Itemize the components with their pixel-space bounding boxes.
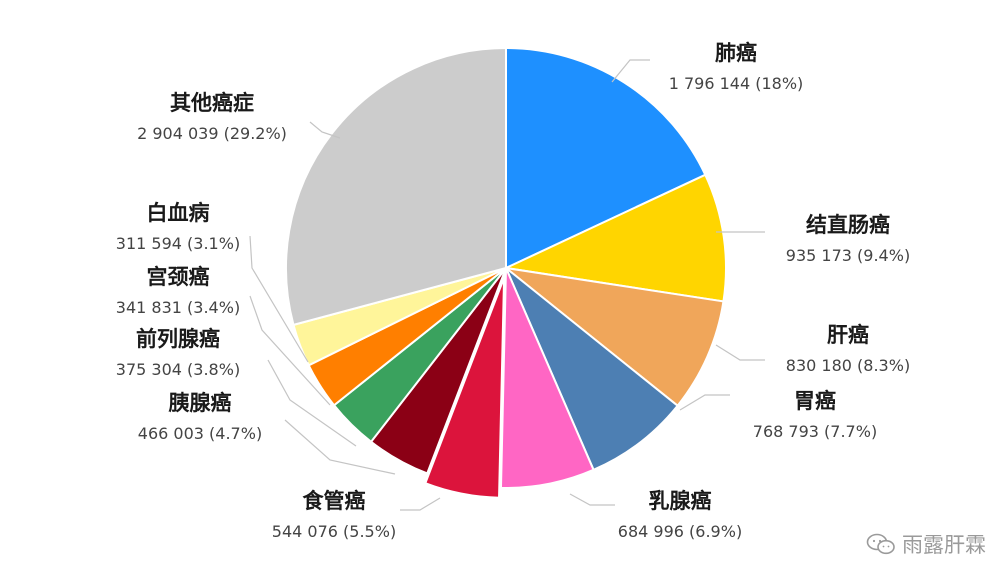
leader-line bbox=[309, 121, 341, 139]
leader-line bbox=[715, 344, 765, 361]
slice-category-label: 胃癌 bbox=[794, 389, 836, 413]
leader-line bbox=[249, 295, 331, 406]
slice-value-label: 935 173 (9.4%) bbox=[786, 246, 910, 265]
wechat-icon bbox=[866, 533, 895, 555]
leader-lines bbox=[249, 59, 765, 511]
pie-slice bbox=[499, 267, 595, 489]
slice-labels: 肺癌 1 796 144 (18%) 结直肠癌 935 173 (9.4%) 肝癌 830… bbox=[116, 41, 910, 541]
slice-value-label: 1 796 144 (18%) bbox=[669, 74, 804, 93]
slice-category-label: 结直肠癌 bbox=[806, 213, 890, 237]
leader-line bbox=[249, 235, 309, 363]
watermark-text: 雨露肝霖 bbox=[902, 533, 986, 557]
leader-line bbox=[267, 359, 357, 447]
slice-value-label: 341 831 (3.4%) bbox=[116, 298, 240, 317]
slice-value-label: 466 003 (4.7%) bbox=[138, 424, 262, 443]
slice-category-label: 其他癌症 bbox=[170, 91, 254, 115]
slice-value-label: 375 304 (3.8%) bbox=[116, 360, 240, 379]
watermark: 雨露肝霖 bbox=[866, 529, 986, 559]
leader-line bbox=[679, 394, 730, 411]
slice-category-label: 肺癌 bbox=[715, 41, 757, 65]
pie-slice bbox=[505, 267, 679, 472]
pie-slice bbox=[424, 277, 506, 499]
slice-category-label: 肝癌 bbox=[827, 323, 869, 347]
slice-value-label: 768 793 (7.7%) bbox=[753, 422, 877, 441]
slice-value-label: 684 996 (6.9%) bbox=[618, 522, 742, 541]
leader-line bbox=[611, 59, 650, 83]
slice-category-label: 白血病 bbox=[147, 201, 210, 225]
pie-slices bbox=[285, 46, 727, 499]
slice-value-label: 311 594 (3.1%) bbox=[116, 234, 240, 253]
slice-category-label: 胰腺癌 bbox=[169, 391, 232, 415]
pie-slice bbox=[285, 46, 507, 327]
leader-line bbox=[569, 493, 615, 506]
pie-slice bbox=[505, 46, 707, 270]
slice-value-label: 544 076 (5.5%) bbox=[272, 522, 396, 541]
slice-category-label: 食管癌 bbox=[303, 489, 366, 513]
slice-category-label: 乳腺癌 bbox=[649, 489, 712, 513]
pie-slice bbox=[502, 266, 725, 408]
leader-line bbox=[400, 497, 441, 511]
pie-slice bbox=[502, 173, 727, 303]
slice-value-label: 2 904 039 (29.2%) bbox=[137, 124, 287, 143]
slice-value-label: 830 180 (8.3%) bbox=[786, 356, 910, 375]
slice-category-label: 前列腺癌 bbox=[136, 327, 220, 351]
slice-category-label: 宫颈癌 bbox=[147, 265, 210, 289]
leader-line bbox=[284, 419, 396, 475]
